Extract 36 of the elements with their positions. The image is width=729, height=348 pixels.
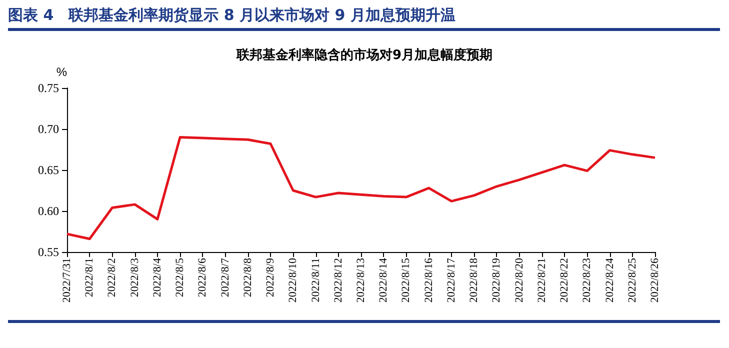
x-tick-label: 2022/8/24: [604, 258, 616, 303]
x-tick-label: 2022/8/17: [445, 258, 458, 303]
x-tick-label: 2022/8/11: [310, 258, 322, 302]
y-tick-label: 0.75: [38, 81, 59, 95]
x-tick-label: 2022/8/16: [422, 258, 435, 303]
x-tick-label: 2022/8/9: [264, 258, 277, 298]
x-tick-label: 2022/8/26: [649, 258, 661, 303]
x-tick-label: 2022/8/4: [151, 258, 164, 298]
x-tick-label: 2022/8/10: [287, 258, 300, 303]
x-tick-label: 2022/8/15: [400, 258, 412, 303]
line-series: [66, 136, 656, 240]
x-tick-label: 2022/8/20: [513, 258, 526, 303]
x-tick-label: 2022/8/18: [468, 258, 480, 303]
x-tick-label: 2022/7/31: [61, 258, 73, 303]
x-tick-label: 2022/8/3: [128, 258, 141, 298]
y-tick-label: 0.70: [38, 122, 59, 136]
y-tick-label: 0.60: [38, 204, 59, 218]
x-tick-label: 2022/8/1: [84, 258, 96, 298]
y-tick-label: 0.55: [38, 245, 59, 259]
x-tick-label: 2022/8/13: [355, 258, 367, 303]
x-tick-label: 2022/8/22: [558, 258, 571, 303]
x-tick-label: 2022/8/2: [106, 258, 118, 298]
x-tick-label: 2022/8/23: [581, 258, 594, 303]
x-tick-label: 2022/8/7: [219, 258, 232, 298]
x-tick-label: 2022/8/19: [490, 258, 503, 303]
chart-subtitle: 联邦基金利率隐含的市场对9月加息幅度预期: [235, 47, 493, 63]
x-tick-label: 2022/8/5: [174, 258, 186, 298]
y-tick-label: 0.65: [38, 163, 59, 177]
x-tick-label: 2022/8/14: [378, 258, 390, 303]
x-tick-label: 2022/8/12: [332, 258, 344, 303]
x-tick-label: 2022/8/21: [536, 258, 548, 303]
x-tick-label: 2022/8/25: [626, 258, 638, 303]
x-tick-label: 2022/8/6: [196, 258, 209, 298]
x-tick-label: 2022/8/8: [242, 258, 254, 298]
y-axis-title: %: [56, 65, 68, 79]
chart-title: 图表 4 联邦基金利率期货显示 8 月以来市场对 9 月加息预期升温: [8, 2, 720, 31]
